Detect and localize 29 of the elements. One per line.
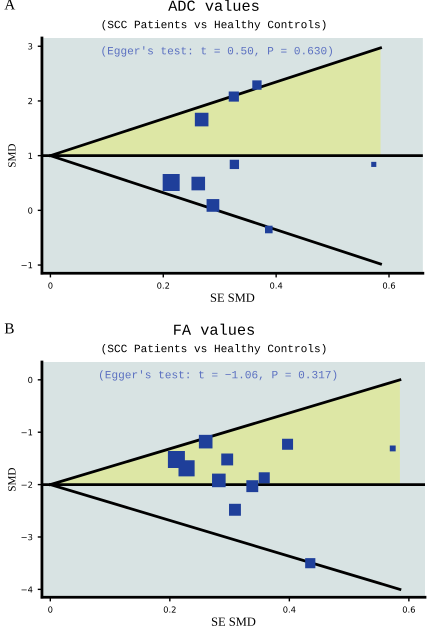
- y-tick-label: −2: [22, 482, 32, 488]
- annotation: (Egger's test: t = 0.50, P = 0.630): [102, 46, 332, 57]
- chart-title: FA values: [174, 324, 254, 335]
- x-tick-label: 0: [48, 282, 53, 289]
- x-axis-title: SE SMD: [210, 294, 254, 302]
- x-tick-label: 0.6: [402, 606, 415, 613]
- chart-subtitle: (SCC Patients vs Healthy Controls): [102, 344, 326, 354]
- x-tick-label: 0.6: [382, 282, 396, 289]
- x-tick-label: 0.4: [283, 606, 296, 613]
- y-tick-label: −1: [22, 429, 32, 436]
- chart-title: ADC values: [168, 0, 259, 11]
- y-tick-label: 0: [28, 376, 32, 384]
- y-tick-label: 0: [28, 207, 32, 214]
- y-tick-label: −3: [22, 534, 32, 540]
- x-tick-label: 0: [48, 606, 52, 613]
- y-tick-label: −4: [22, 586, 32, 593]
- text: B: [4, 323, 14, 334]
- y-tick-label: 1: [28, 152, 32, 159]
- annotation: (Egger's test: t = −1.06, P = 0.317): [100, 370, 336, 381]
- x-tick-label: 0.4: [270, 282, 282, 289]
- x-tick-label: 0.2: [157, 282, 170, 289]
- y-tick-label: −1: [22, 262, 32, 268]
- chart-subtitle: (SCC Patients vs Healthy Controls): [102, 20, 326, 30]
- y-axis-title: SMD: [8, 468, 16, 491]
- x-tick-label: 0.2: [164, 606, 176, 613]
- y-tick-label: 3: [28, 43, 32, 50]
- y-tick-label: 2: [28, 98, 32, 104]
- y-axis-title: SMD: [8, 144, 16, 167]
- x-axis-title: SE SMD: [212, 617, 256, 626]
